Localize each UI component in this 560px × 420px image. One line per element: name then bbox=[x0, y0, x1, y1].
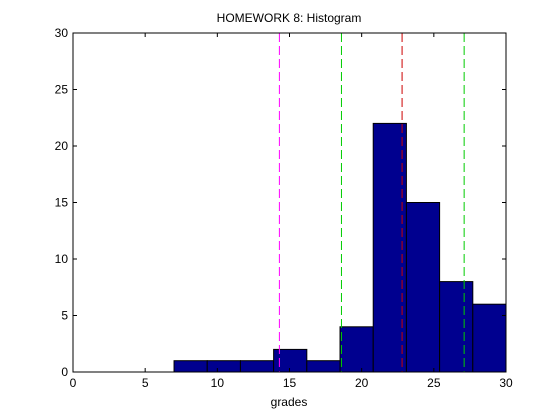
x-axis-ticks: 0 5 10 15 20 25 30 bbox=[70, 33, 513, 390]
histogram-bar bbox=[206, 360, 241, 373]
bars-layer bbox=[173, 122, 507, 373]
histogram-bar bbox=[173, 360, 208, 373]
histogram-bar bbox=[472, 303, 507, 373]
histogram-bar bbox=[306, 360, 341, 373]
x-tick-label: 10 bbox=[211, 376, 225, 390]
y-tick-label: 30 bbox=[55, 26, 69, 40]
x-tick-label: 20 bbox=[355, 376, 369, 390]
y-tick-label: 15 bbox=[55, 196, 69, 210]
chart-title: HOMEWORK 8: Histogram bbox=[217, 11, 362, 25]
x-tick-label: 25 bbox=[427, 376, 441, 390]
x-tick-label: 15 bbox=[283, 376, 297, 390]
reference-lines-layer bbox=[278, 33, 465, 372]
y-tick-label: 10 bbox=[55, 252, 69, 266]
histogram-bar bbox=[339, 326, 374, 373]
y-tick-label: 25 bbox=[55, 83, 69, 97]
histogram-bar bbox=[439, 281, 474, 373]
x-tick-label: 5 bbox=[142, 376, 149, 390]
histogram-bar bbox=[273, 348, 308, 373]
x-tick-label: 0 bbox=[70, 376, 77, 390]
y-axis-ticks: 0 5 10 15 20 25 30 bbox=[55, 26, 506, 379]
y-tick-label: 5 bbox=[61, 309, 68, 323]
histogram-bar bbox=[372, 122, 407, 373]
x-tick-label: 30 bbox=[499, 376, 513, 390]
x-axis-label: grades bbox=[271, 395, 308, 409]
y-tick-label: 20 bbox=[55, 139, 69, 153]
histogram-bar bbox=[405, 202, 441, 373]
y-tick-label: 0 bbox=[61, 365, 68, 379]
histogram-bar bbox=[239, 360, 275, 373]
